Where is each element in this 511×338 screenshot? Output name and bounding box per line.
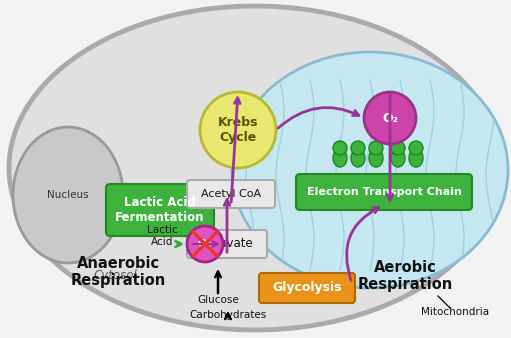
Ellipse shape	[351, 149, 365, 167]
Circle shape	[333, 141, 347, 155]
Ellipse shape	[333, 149, 347, 167]
FancyBboxPatch shape	[106, 184, 214, 236]
Text: Glycolysis: Glycolysis	[272, 282, 342, 294]
Text: Mitochondria: Mitochondria	[421, 307, 489, 317]
FancyBboxPatch shape	[296, 174, 472, 210]
FancyBboxPatch shape	[259, 273, 355, 303]
Text: Acetyl CoA: Acetyl CoA	[201, 189, 261, 199]
Text: O₂: O₂	[198, 239, 212, 249]
Ellipse shape	[232, 52, 508, 288]
Text: Krebs
Cycle: Krebs Cycle	[218, 116, 258, 144]
Text: Electron Transport Chain: Electron Transport Chain	[307, 187, 461, 197]
Ellipse shape	[409, 149, 423, 167]
Circle shape	[200, 92, 276, 168]
Text: Lactic
Acid: Lactic Acid	[147, 225, 177, 247]
Text: Glucose: Glucose	[197, 295, 239, 305]
Circle shape	[364, 92, 416, 144]
Ellipse shape	[13, 127, 123, 263]
Text: Cytosol: Cytosol	[93, 268, 137, 282]
Ellipse shape	[391, 149, 405, 167]
Text: Anaerobic
Respiration: Anaerobic Respiration	[71, 256, 166, 288]
Circle shape	[351, 141, 365, 155]
Circle shape	[409, 141, 423, 155]
Ellipse shape	[9, 6, 501, 330]
FancyBboxPatch shape	[187, 180, 275, 208]
Text: Aerobic
Respiration: Aerobic Respiration	[357, 260, 453, 292]
Circle shape	[187, 226, 223, 262]
Text: Nucleus: Nucleus	[47, 190, 89, 200]
Text: Carbohydrates: Carbohydrates	[190, 310, 267, 320]
Ellipse shape	[369, 149, 383, 167]
FancyBboxPatch shape	[187, 230, 267, 258]
Circle shape	[369, 141, 383, 155]
Circle shape	[391, 141, 405, 155]
Text: O₂: O₂	[382, 112, 398, 124]
Text: Lactic Acid
Fermentation: Lactic Acid Fermentation	[115, 196, 205, 224]
Text: Pyruvate: Pyruvate	[201, 238, 253, 250]
